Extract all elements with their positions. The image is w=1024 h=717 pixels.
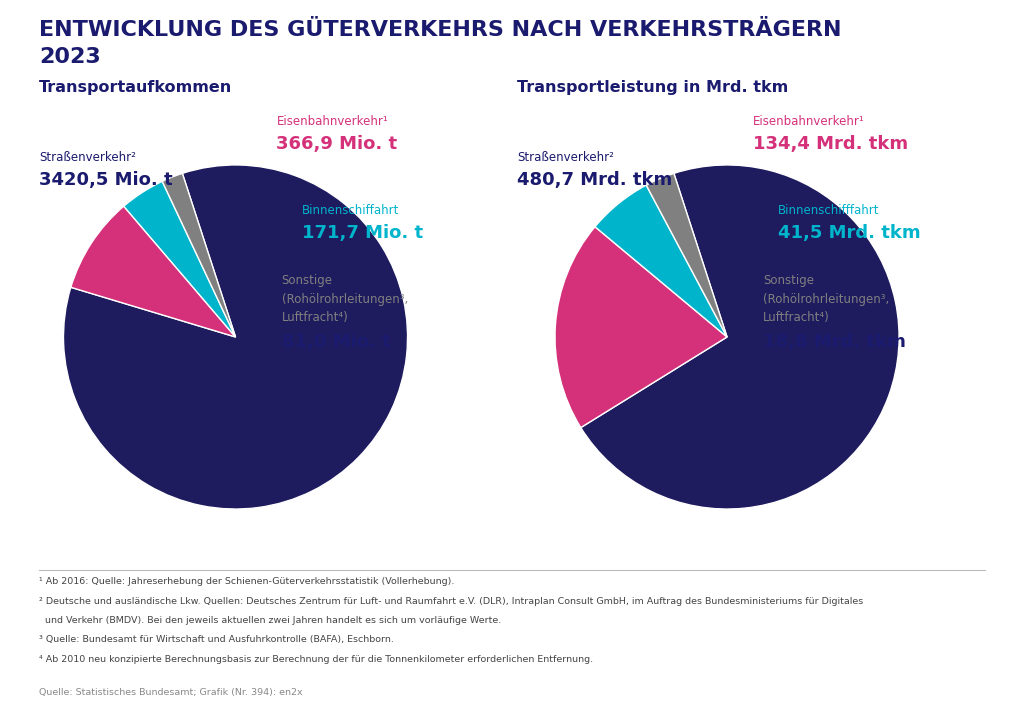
Text: ² Deutsche und ausländische Lkw. Quellen: Deutsches Zentrum für Luft- und Raumfa: ² Deutsche und ausländische Lkw. Quellen… (39, 597, 863, 606)
Text: 480,7 Mrd. tkm: 480,7 Mrd. tkm (517, 171, 673, 189)
Wedge shape (646, 174, 727, 337)
Text: (Rohölrohrleitungen³,: (Rohölrohrleitungen³, (282, 293, 408, 305)
Text: Sonstige: Sonstige (763, 274, 814, 287)
Text: Binnenschiffahrt: Binnenschiffahrt (302, 204, 399, 217)
Text: 3420,5 Mio. t: 3420,5 Mio. t (39, 171, 172, 189)
Wedge shape (63, 165, 408, 509)
Text: Sonstige: Sonstige (282, 274, 333, 287)
Text: (Rohölrohrleitungen³,: (Rohölrohrleitungen³, (763, 293, 889, 305)
Text: Luftfracht⁴): Luftfracht⁴) (763, 311, 829, 324)
Text: Binnenschifffahrt: Binnenschifffahrt (778, 204, 880, 217)
Wedge shape (555, 227, 727, 427)
Text: 41,5 Mrd. tkm: 41,5 Mrd. tkm (778, 224, 921, 242)
Wedge shape (581, 165, 899, 509)
Wedge shape (162, 174, 236, 337)
Text: Straßenverkehr²: Straßenverkehr² (517, 151, 614, 163)
Text: Straßenverkehr²: Straßenverkehr² (39, 151, 136, 163)
Text: 81,0 Mio. t: 81,0 Mio. t (282, 333, 390, 351)
Text: ³ Quelle: Bundesamt für Wirtschaft und Ausfuhrkontrolle (BAFA), Eschborn.: ³ Quelle: Bundesamt für Wirtschaft und A… (39, 635, 394, 645)
Text: 18,8 Mrd. tkm: 18,8 Mrd. tkm (763, 333, 906, 351)
Text: 2023: 2023 (39, 47, 100, 67)
Text: Quelle: Statistisches Bundesamt; Grafik (Nr. 394): en2x: Quelle: Statistisches Bundesamt; Grafik … (39, 688, 302, 697)
Text: Transportleistung in Mrd. tkm: Transportleistung in Mrd. tkm (517, 80, 788, 95)
Text: ENTWICKLUNG DES GÜTERVERKEHRS NACH VERKEHRSTRÄGERN: ENTWICKLUNG DES GÜTERVERKEHRS NACH VERKE… (39, 20, 842, 40)
Text: 134,4 Mrd. tkm: 134,4 Mrd. tkm (753, 135, 907, 153)
Text: und Verkehr (BMDV). Bei den jeweils aktuellen zwei Jahren handelt es sich um vor: und Verkehr (BMDV). Bei den jeweils aktu… (39, 616, 501, 625)
Text: ¹ Ab 2016: Quelle: Jahreserhebung der Schienen-Güterverkehrsstatistik (Vollerheb: ¹ Ab 2016: Quelle: Jahreserhebung der Sc… (39, 577, 455, 587)
Text: Luftfracht⁴): Luftfracht⁴) (282, 311, 348, 324)
Text: Eisenbahnverkehr¹: Eisenbahnverkehr¹ (276, 115, 388, 128)
Text: ⁴ Ab 2010 neu konzipierte Berechnungsbasis zur Berechnung der für die Tonnenkilo: ⁴ Ab 2010 neu konzipierte Berechnungsbas… (39, 655, 593, 664)
Wedge shape (595, 185, 727, 337)
Wedge shape (124, 181, 236, 337)
Wedge shape (71, 206, 236, 337)
Text: 366,9 Mio. t: 366,9 Mio. t (276, 135, 397, 153)
Text: Eisenbahnverkehr¹: Eisenbahnverkehr¹ (753, 115, 864, 128)
Text: Transportaufkommen: Transportaufkommen (39, 80, 232, 95)
Text: 171,7 Mio. t: 171,7 Mio. t (302, 224, 423, 242)
